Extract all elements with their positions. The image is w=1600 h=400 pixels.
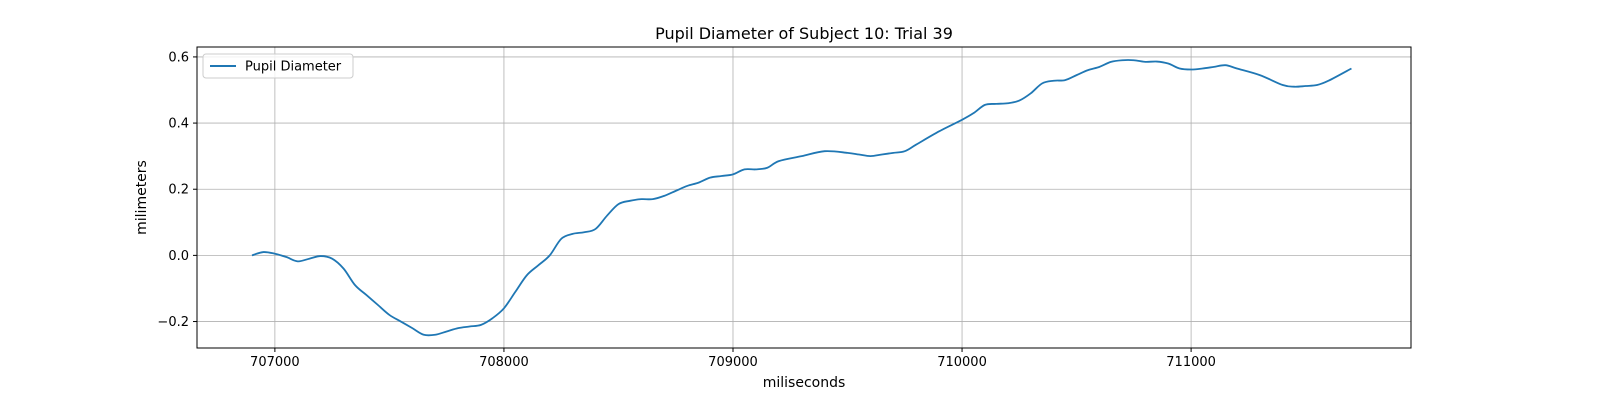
y-axis-label: milimeters — [134, 160, 150, 235]
y-tick-label: 0.2 — [168, 183, 189, 198]
y-tick-label: 0.6 — [168, 50, 189, 65]
x-tick-label: 711000 — [1166, 355, 1216, 370]
series-line-pupil-diameter — [251, 59, 1352, 337]
x-tick-label: 707000 — [250, 355, 300, 370]
x-tick-label: 709000 — [708, 355, 758, 370]
legend: Pupil Diameter — [202, 53, 354, 79]
y-axis: −0.2 0.0 0.2 0.4 0.6 — [157, 50, 197, 330]
x-axis-label: miliseconds — [763, 375, 846, 391]
legend-entry-pupil-diameter: Pupil Diameter — [245, 60, 342, 75]
x-tick-label: 708000 — [479, 355, 529, 370]
series-layer — [251, 59, 1352, 337]
y-tick-label: 0.4 — [168, 117, 189, 132]
grid-lines — [197, 47, 1411, 348]
x-tick-label: 710000 — [937, 355, 987, 370]
chart-title: Pupil Diameter of Subject 10: Trial 39 — [655, 24, 953, 43]
legend-box — [202, 53, 354, 79]
y-tick-label: −0.2 — [157, 315, 189, 330]
plot-frame — [196, 46, 1412, 349]
x-axis: 707000 708000 709000 710000 711000 — [250, 348, 1216, 370]
y-tick-label: 0.0 — [168, 249, 189, 264]
